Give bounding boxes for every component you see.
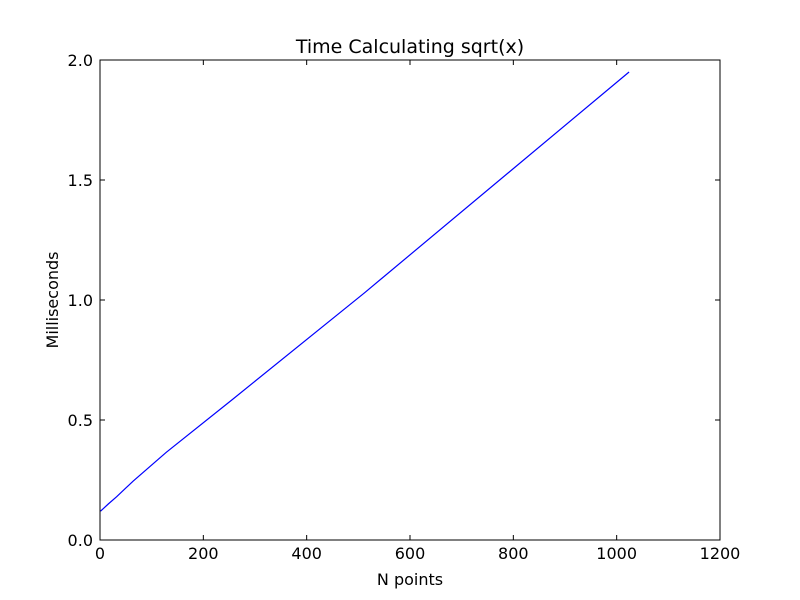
x-axis-label: N points: [377, 570, 443, 589]
x-tick-label: 1200: [700, 544, 741, 563]
y-tick-label: 2.0: [68, 51, 93, 70]
x-tick-label: 400: [291, 544, 322, 563]
chart-title: Time Calculating sqrt(x): [295, 36, 524, 58]
y-tick-label: 1.5: [68, 171, 93, 190]
y-tick-label: 0.0: [68, 531, 93, 550]
x-tick-label: 1000: [596, 544, 637, 563]
series-layer: [100, 71, 630, 512]
x-tick-label: 0: [95, 544, 105, 563]
plot-frame: [99, 59, 721, 541]
y-axis-label: Milliseconds: [43, 252, 62, 349]
series-line-0: [100, 71, 630, 512]
x-tick-label: 800: [498, 544, 529, 563]
axis-ticks: 0 200 400 600 800 1000 1200 0.0 0.5 1.0 1.5 2.0: [68, 51, 741, 563]
x-tick-label: 600: [395, 544, 426, 563]
y-tick-label: 0.5: [68, 411, 93, 430]
y-tick-label: 1.0: [68, 291, 93, 310]
x-tick-label: 200: [188, 544, 219, 563]
